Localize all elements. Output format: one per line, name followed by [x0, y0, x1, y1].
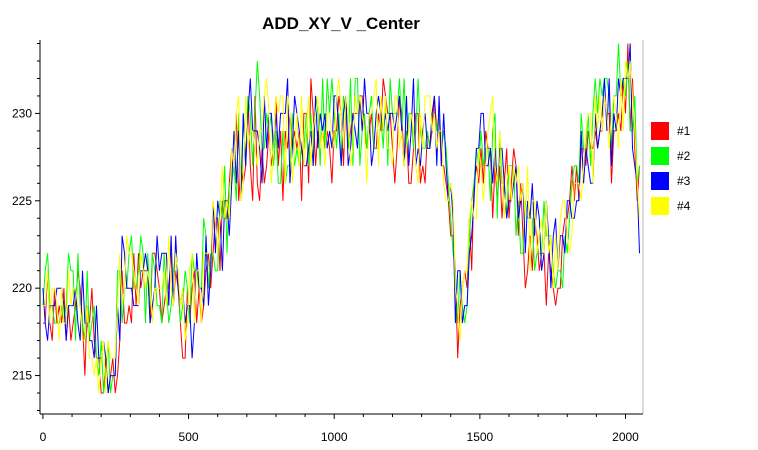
- series-line-2: [42, 43, 640, 394]
- legend-swatch-3: [651, 172, 669, 190]
- legend-label-4: #4: [677, 199, 691, 213]
- legend-label-2: #2: [677, 149, 691, 163]
- y-tick-label: 220: [12, 281, 32, 295]
- legend-swatch-2: [651, 147, 669, 165]
- x-axis-ticks: 0 500 1000 1500 2000: [40, 414, 639, 444]
- series-line-4: [42, 60, 640, 394]
- x-tick-label: 1000: [321, 430, 348, 444]
- chart-title: ADD_XY_V _Center: [262, 14, 420, 33]
- x-tick-label: 2000: [612, 430, 639, 444]
- legend-swatch-4: [651, 197, 669, 215]
- y-tick-label: 230: [12, 106, 32, 120]
- y-tick-label: 215: [12, 369, 32, 383]
- plot-area: [42, 43, 640, 394]
- y-tick-label: 225: [12, 194, 32, 208]
- x-tick-label: 1500: [467, 430, 494, 444]
- y-axis-ticks: 215 220 225 230: [12, 42, 40, 412]
- x-tick-label: 0: [40, 430, 47, 444]
- legend-swatch-1: [651, 122, 669, 140]
- legend-label-1: #1: [677, 124, 691, 138]
- x-tick-label: 500: [179, 430, 199, 444]
- legend: #1 #2 #3 #4: [651, 122, 691, 215]
- legend-label-3: #3: [677, 174, 691, 188]
- series-line-3: [42, 43, 640, 394]
- series-line-1: [42, 43, 640, 394]
